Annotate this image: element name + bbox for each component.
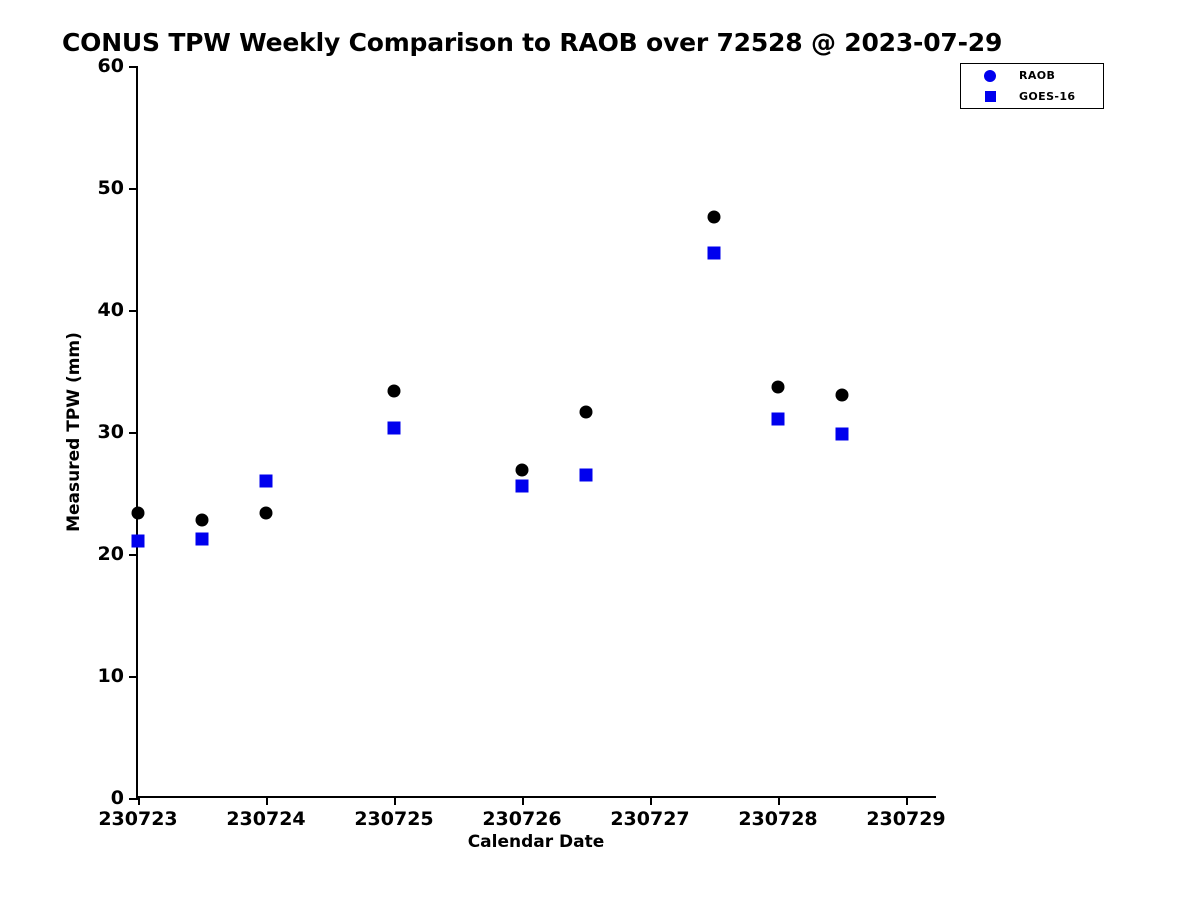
x-axis-tick-label: 230729 [866,808,946,830]
data-point-raob [707,210,721,224]
data-point-raob [579,405,593,419]
y-axis-tick [129,554,138,556]
y-axis-tick [129,310,138,312]
x-axis-tick-label: 230725 [354,808,434,830]
y-axis-tick-label: 10 [97,665,124,687]
x-axis-tick-label: 230727 [610,808,690,830]
y-axis-tick [129,432,138,434]
data-point-raob [771,380,785,394]
x-axis-tick [394,796,396,805]
data-point-goes-16 [835,427,849,441]
legend-label-raob: RAOB [1019,69,1056,82]
chart-title: CONUS TPW Weekly Comparison to RAOB over… [62,28,1003,57]
data-point-raob [195,513,209,527]
x-axis-tick [906,796,908,805]
circle-marker-icon [984,69,996,82]
x-axis-tick-label: 230728 [738,808,818,830]
plot-inner: 0 10 20 30 40 50 60 230723 230724 230725 230726 230… [98,55,946,830]
x-axis-tick-label: 230723 [98,808,178,830]
data-point-goes-16 [131,534,145,548]
y-axis-title: Measured TPW (mm) [64,332,84,532]
y-axis-tick-label: 40 [97,299,124,321]
y-axis-tick [129,798,138,800]
y-axis-tick-label: 20 [97,543,124,565]
chart-legend: RAOB GOES-16 [960,63,1104,109]
y-axis-tick-label: 0 [110,787,124,809]
legend-label-goes16: GOES-16 [1019,90,1076,103]
x-axis-tick [778,796,780,805]
data-point-goes-16 [707,246,721,260]
y-axis-tick-label: 30 [97,421,124,443]
data-point-goes-16 [387,421,401,435]
y-axis-tick-label: 50 [97,177,124,199]
data-point-goes-16 [579,468,593,482]
square-marker-icon [984,91,996,102]
data-point-raob [835,388,849,402]
legend-swatch-wrap [961,91,1019,102]
x-axis-title: Calendar Date [467,832,605,852]
data-point-raob [131,506,145,520]
x-axis-tick-label: 230724 [226,808,306,830]
x-axis-tick [650,796,652,805]
data-point-raob [515,463,529,477]
x-axis-tick [522,796,524,805]
plot-area: 0 10 20 30 40 50 60 230723 230724 230725 230726 230… [98,55,946,830]
y-axis-tick [129,676,138,678]
x-axis-tick-label: 230726 [482,808,562,830]
legend-entry-raob: RAOB [961,64,1103,87]
data-point-raob [259,506,273,520]
y-axis-tick [129,188,138,190]
data-point-goes-16 [195,532,209,546]
data-point-raob [387,384,401,398]
data-point-goes-16 [259,474,273,488]
y-axis-tick [129,66,138,68]
legend-swatch-wrap [961,69,1019,82]
legend-entry-goes16: GOES-16 [961,85,1103,108]
y-axis-tick-label: 60 [97,55,124,77]
x-axis-tick [138,796,140,805]
x-axis-tick [266,796,268,805]
data-point-goes-16 [515,479,529,493]
data-point-goes-16 [771,412,785,426]
